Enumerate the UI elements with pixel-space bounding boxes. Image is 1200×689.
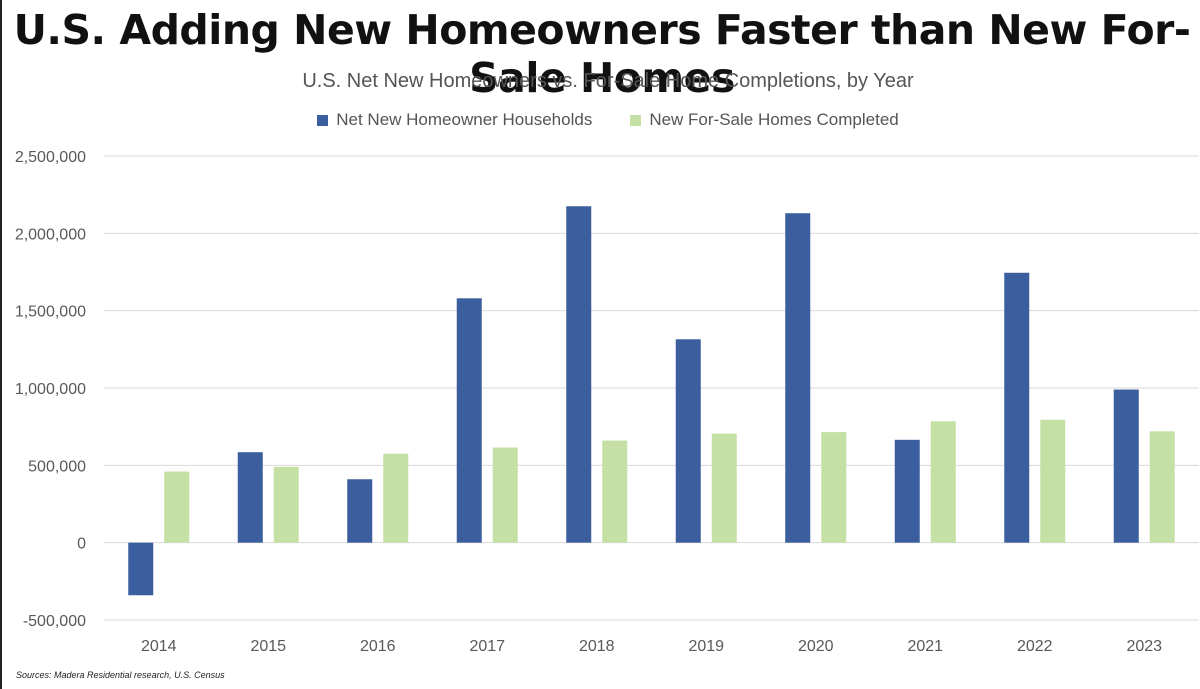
x-tick-label-2017: 2017 [469, 638, 505, 655]
y-tick-label: 2,500,000 [15, 149, 86, 166]
bar-completions-2022 [1040, 419, 1066, 543]
bar-homeowners-2017 [456, 298, 482, 543]
bar-completions-2017 [492, 447, 518, 543]
bar-completions-2023 [1149, 431, 1175, 543]
y-tick-label: 0 [77, 536, 86, 553]
legend: Net New Homeowner Households New For-Sal… [2, 110, 1200, 130]
bar-homeowners-2018 [566, 206, 592, 543]
y-tick-label: -500,000 [23, 613, 86, 630]
chart-subtitle: U.S. Net New Homeowners vs. For-Sale Hom… [302, 70, 914, 92]
x-tick-label-2016: 2016 [360, 638, 396, 655]
legend-swatch-completions [630, 114, 642, 126]
gridlines [104, 155, 1199, 621]
y-axis-ticks: 2,500,000 2,000,000 1,500,000 1,000,000 500,… [15, 149, 86, 630]
bar-homeowners-2022 [1004, 272, 1030, 543]
bar-completions-2018 [602, 440, 628, 543]
legend-label-completions: New For-Sale Homes Completed [649, 110, 899, 129]
x-tick-label-2014: 2014 [141, 638, 177, 655]
y-tick-label: 1,000,000 [15, 381, 86, 398]
x-tick-label-2019: 2019 [688, 638, 724, 655]
legend-item-homeowners: Net New Homeowner Households [317, 110, 592, 130]
x-tick-label-2018: 2018 [579, 638, 615, 655]
legend-swatch-homeowners [317, 114, 329, 126]
x-tick-label-2020: 2020 [798, 638, 834, 655]
y-tick-label: 2,000,000 [15, 226, 86, 243]
bar-completions-2015 [273, 466, 299, 543]
y-tick-label: 500,000 [28, 458, 86, 475]
bar-homeowners-2023 [1113, 389, 1139, 543]
legend-item-completions: New For-Sale Homes Completed [630, 110, 899, 130]
x-tick-label-2022: 2022 [1017, 638, 1053, 655]
bar-completions-2016 [383, 453, 409, 543]
y-tick-label: 1,500,000 [15, 304, 86, 321]
bar-homeowners-2015 [237, 452, 263, 543]
bar-homeowners-2014 [128, 542, 154, 596]
bars [128, 206, 1175, 596]
source-note: Sources: Madera Residential research, U.… [16, 670, 225, 680]
legend-label-homeowners: Net New Homeowner Households [336, 110, 593, 129]
bar-homeowners-2020 [785, 213, 811, 543]
x-tick-label-2023: 2023 [1126, 638, 1162, 655]
chart-title: U.S. Adding New Homeowners Faster than N… [13, 6, 1191, 102]
x-tick-label-2015: 2015 [250, 638, 286, 655]
bar-completions-2014 [164, 471, 190, 543]
x-tick-label-2021: 2021 [907, 638, 943, 655]
x-axis-ticks: 2014 2015 2016 2017 2018 2019 2020 2021 2022 2023 [141, 638, 1162, 655]
bar-completions-2019 [711, 433, 737, 543]
bar-homeowners-2019 [675, 339, 701, 543]
bar-homeowners-2016 [347, 479, 373, 543]
bar-completions-2020 [821, 432, 847, 543]
bar-homeowners-2021 [894, 439, 920, 543]
bar-completions-2021 [930, 421, 956, 543]
